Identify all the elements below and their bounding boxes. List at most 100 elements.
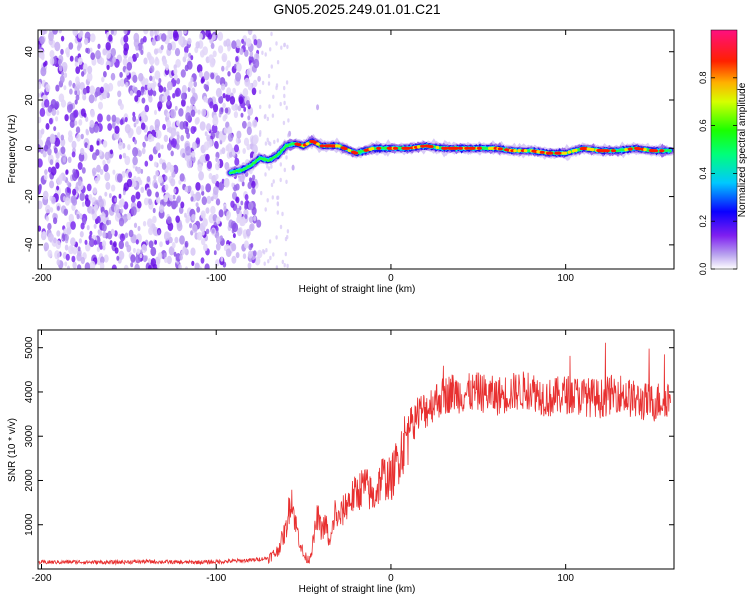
spectrogram-noise-blob <box>142 142 146 148</box>
signal-track-core <box>305 142 310 146</box>
spectrogram-noise-blob <box>188 81 193 89</box>
spectrogram-noise-blob <box>220 256 224 262</box>
spectrogram-noise-blob <box>229 151 233 158</box>
spectrogram-noise-blob <box>233 63 237 69</box>
spectrogram-noise-blob <box>114 212 121 222</box>
spectrogram-noise-blob <box>114 197 117 203</box>
x-tick-label: -100 <box>206 573 226 584</box>
spectrogram-noise-blob <box>187 185 192 192</box>
spectrogram-noise-blob <box>105 181 111 190</box>
spectrogram-noise-blob <box>60 48 64 55</box>
spectrogram-noise-blob <box>51 108 57 116</box>
spectrogram-noise-blob <box>227 46 231 52</box>
spectrogram-noise-blob <box>159 241 163 248</box>
spectrogram-noise-blob <box>268 104 271 109</box>
spectrogram-noise-blob <box>49 180 55 189</box>
spectrogram-noise-blob <box>83 112 87 118</box>
spectrogram-noise-blob <box>261 80 265 86</box>
spectrogram-noise-blob <box>173 188 177 194</box>
spectrogram-noise-blob <box>285 179 288 184</box>
spectrogram-noise-blob <box>193 81 197 88</box>
spectrogram-noise-blob <box>270 64 273 69</box>
spectrogram-noise-blob <box>76 252 82 262</box>
spectrogram-noise-blob <box>55 116 59 122</box>
spectrogram-noise-blob <box>65 169 69 175</box>
spectrogram-noise-blob <box>215 87 222 98</box>
spectrogram-noise-blob <box>134 263 140 269</box>
spectrogram-noise-blob <box>47 222 52 231</box>
spectrogram-noise-blob <box>140 122 146 130</box>
spectrogram-noise-blob <box>109 193 112 199</box>
signal-track-core <box>435 145 440 150</box>
spectrogram-noise-blob <box>66 226 72 235</box>
spectrogram-noise-blob <box>64 197 70 206</box>
spectrogram-noise-blob <box>179 254 183 261</box>
spectrogram-noise-blob <box>205 153 210 162</box>
spectrogram-noise-blob <box>162 58 168 67</box>
spectrogram-noise-blob <box>246 68 253 78</box>
spectrogram-noise-blob <box>232 233 236 239</box>
signal-track-core <box>392 146 399 150</box>
spectrogram-noise-blob <box>96 246 100 253</box>
spectrogram-noise-blob <box>113 241 117 248</box>
spectrogram-noise-blob <box>154 109 157 115</box>
spectrogram-noise-blob <box>256 219 262 228</box>
spectrogram-noise-blob <box>155 142 161 151</box>
spectrogram-noise-blob <box>231 182 235 188</box>
spectrogram-noise-blob <box>163 86 167 93</box>
spectrogram-noise-blob <box>247 181 253 190</box>
spectrogram-noise-blob <box>103 254 109 263</box>
spectrogram-noise-blob <box>238 96 244 105</box>
spectrogram-noise-blob <box>47 232 54 242</box>
spectrogram-noise-blob <box>149 30 154 37</box>
spectrogram-noise-blob <box>176 134 180 140</box>
spectrogram-noise-blob <box>98 149 103 157</box>
spectrogram-noise-blob <box>138 179 143 186</box>
spectrogram-noise-blob <box>231 40 237 50</box>
spectrogram-noise-blob <box>72 30 79 37</box>
spectrogram-noise-blob <box>161 95 166 102</box>
spectrogram-noise-blob <box>226 143 233 153</box>
spectrogram-noise-blob <box>175 215 180 223</box>
spectrogram-noise-blob <box>235 72 242 82</box>
spectrogram-noise-blob <box>124 232 129 239</box>
spectrogram-noise-blob <box>122 152 127 159</box>
spectrogram-noise-blob <box>171 242 176 249</box>
signal-track-core <box>497 147 503 151</box>
spectrogram-noise-blob <box>107 123 113 131</box>
spectrogram-noise-blob <box>168 246 175 256</box>
spectrogram-noise-blob <box>225 93 231 102</box>
spectrogram-noise-blob <box>140 89 145 96</box>
spectrogram-noise-blob <box>66 180 70 186</box>
spectrogram-noise-blob <box>226 60 231 68</box>
spectrogram-noise-blob <box>153 175 157 181</box>
spectrogram-noise-blob <box>77 246 81 252</box>
signal-track-core <box>627 147 633 151</box>
spectrogram-noise-blob <box>204 263 210 269</box>
signal-track-core <box>342 147 348 151</box>
spectrogram-noise-blob <box>270 164 273 169</box>
spectrogram-noise-blob <box>47 249 53 258</box>
spectrogram-noise-blob <box>172 93 176 99</box>
spectrogram-noise-blob <box>136 89 142 98</box>
spectrogram-noise-blob <box>196 206 201 213</box>
spectrogram-noise-blob <box>124 155 131 166</box>
spectrogram-noise-blob <box>119 103 124 110</box>
spectrogram-noise-blob <box>130 262 134 268</box>
spectrogram-noise-blob <box>224 107 229 114</box>
spectrogram-noise-blob <box>69 55 74 62</box>
spectrogram-noise-blob <box>225 65 229 71</box>
spectrogram-noise-blob <box>123 182 129 191</box>
spectrogram-noise-blob <box>258 132 262 137</box>
spectrogram-noise-blob <box>154 240 158 245</box>
spectrogram-noise-blob <box>158 78 162 84</box>
spectrogram-noise-blob <box>248 201 254 211</box>
signal-track-core <box>659 149 665 153</box>
spectrogram-noise-blob <box>235 56 239 62</box>
spectrogram-noise-blob <box>190 126 196 134</box>
spectrogram-noise-blob <box>38 200 43 210</box>
spectrogram-noise-blob <box>96 164 101 173</box>
spectrogram-noise-blob <box>244 49 249 57</box>
spectrogram-noise-blob <box>183 30 187 35</box>
spectrogram-noise-blob <box>263 261 266 266</box>
